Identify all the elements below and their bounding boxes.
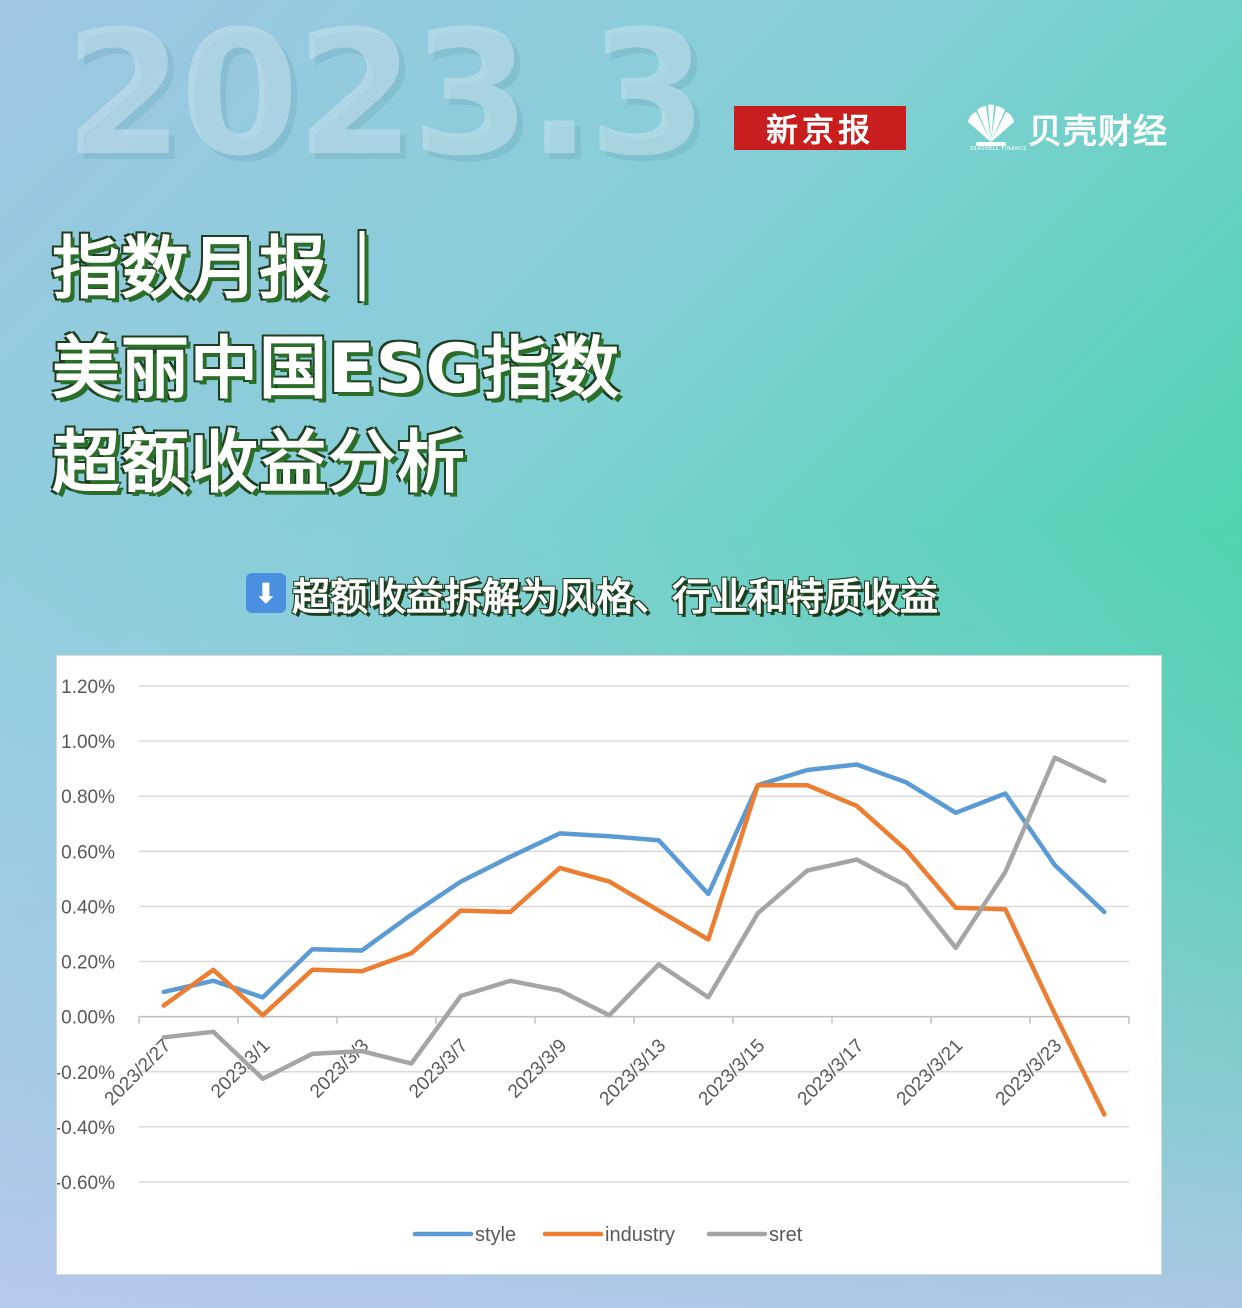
x-tick-label: 2023/3/7 — [405, 1035, 472, 1102]
x-tick-label: 2023/3/17 — [794, 1035, 869, 1110]
legend-label-sret: sret — [769, 1224, 803, 1246]
big-date-watermark: 2023.3 — [64, 0, 708, 194]
chart-subhead: ⬇ 超额收益拆解为风格、行业和特质收益 — [246, 568, 939, 619]
y-tick-label: 0.20% — [61, 953, 115, 974]
y-tick-label: 1.20% — [61, 677, 115, 698]
y-tick-label: -0.40% — [57, 1118, 115, 1139]
y-tick-label: 0.80% — [61, 787, 115, 808]
line-chart: 1.20% 1.00% 0.80% 0.60% 0.40% 0.20% 0.00% -0.20… — [57, 677, 1130, 1246]
brand-beike-subtitle: SEASHELL FINANCE — [970, 146, 1027, 152]
chart-card: 1.20% 1.00% 0.80% 0.60% 0.40% 0.20% 0.00% -0.20… — [56, 655, 1162, 1275]
x-tick-label: 2023/3/15 — [695, 1035, 770, 1110]
series-line-sret — [161, 755, 1107, 1081]
x-tick-label: 2023/3/23 — [992, 1035, 1067, 1110]
series-line-industry — [161, 782, 1107, 1117]
x-tick-label: 2023/3/1 — [207, 1035, 274, 1102]
legend-label-industry: industry — [605, 1224, 675, 1246]
brand-beike-name: 贝壳财经 — [1028, 111, 1168, 152]
y-tick-label: 1.00% — [61, 732, 115, 753]
legend-label-style: style — [475, 1224, 516, 1246]
x-tick-label: 2023/3/3 — [306, 1035, 373, 1102]
title-line-3: 超额收益分析 — [52, 424, 467, 503]
brand-logo-beike: 贝壳财经 SEASHELL FINANCE — [962, 100, 1168, 156]
x-tick-label: 2023/3/13 — [596, 1035, 671, 1110]
series-line-style — [161, 762, 1107, 1000]
down-arrow-icon: ⬇ — [246, 573, 286, 613]
y-tick-label: 0.60% — [61, 842, 115, 863]
y-tick-label: 0.40% — [61, 897, 115, 918]
brand-logo-xinjingbao: 新京报 — [734, 106, 906, 150]
x-tick-label: 2023/3/9 — [504, 1035, 571, 1102]
shell-icon — [962, 104, 1020, 152]
x-tick-label: 2023/3/21 — [893, 1035, 968, 1110]
y-tick-label: -0.20% — [57, 1063, 115, 1084]
y-tick-label: 0.00% — [61, 1008, 115, 1029]
title-line-2: 美丽中国ESG指数 — [52, 330, 621, 409]
y-tick-label: -0.60% — [57, 1173, 115, 1194]
title-line-1: 指数月报｜ — [52, 230, 398, 309]
subhead-text: 超额收益拆解为风格、行业和特质收益 — [292, 574, 939, 619]
